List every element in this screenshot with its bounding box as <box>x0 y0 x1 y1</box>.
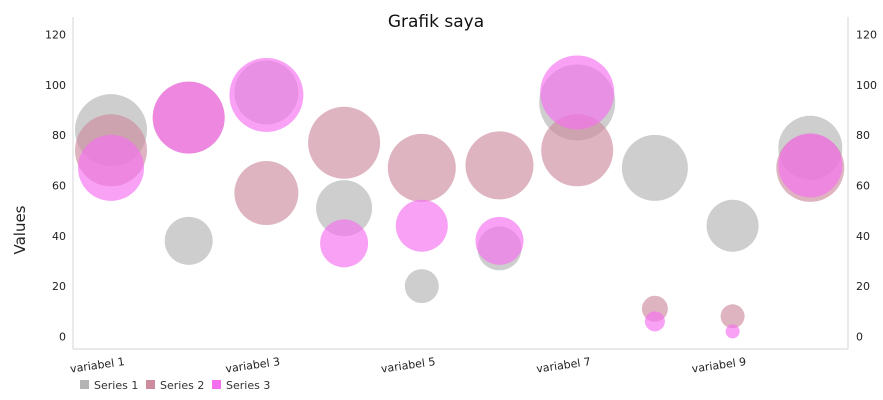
chart-title: Grafik saya <box>388 12 484 32</box>
bubbles <box>75 55 845 339</box>
bubble-point[interactable] <box>78 134 144 201</box>
bubble-point[interactable] <box>720 304 745 329</box>
y-tick-label-left: 20 <box>52 280 66 293</box>
bubble-point[interactable] <box>475 216 524 265</box>
bubble-point[interactable] <box>320 219 369 268</box>
legend-label: Series 3 <box>226 379 270 392</box>
legend-swatch <box>146 380 155 389</box>
x-tick-label: variabel 1 <box>69 355 125 376</box>
y-tick-label-right: 100 <box>856 79 877 92</box>
axes: 0 0 20 20 40 40 60 60 80 80 100 100 120 120 variabel 1… <box>45 17 877 376</box>
y-tick-label-right: 20 <box>856 280 870 293</box>
bubble-point[interactable] <box>404 269 439 304</box>
bubble-point[interactable] <box>725 324 740 339</box>
bubble-point[interactable] <box>387 133 456 202</box>
x-tick-label: variabel 5 <box>380 355 436 376</box>
legend-label: Series 1 <box>94 379 138 392</box>
y-tick-label-left: 40 <box>52 230 66 243</box>
bubble-point[interactable] <box>308 106 381 179</box>
bubble-point[interactable] <box>395 199 448 252</box>
legend-swatch <box>212 380 221 389</box>
legend: Series 1 Series 2 Series 3 <box>80 379 270 392</box>
y-tick-label-left: 0 <box>59 330 66 343</box>
bubble-point[interactable] <box>152 81 225 154</box>
bubble-point[interactable] <box>164 216 213 265</box>
bubble-point[interactable] <box>316 180 373 237</box>
y-tick-label-right: 60 <box>856 180 870 193</box>
y-tick-label-left: 100 <box>45 79 66 92</box>
bubble-point[interactable] <box>234 161 299 226</box>
y-tick-label-right: 80 <box>856 129 870 142</box>
y-axis-label: Values <box>11 205 29 254</box>
bubble-point[interactable] <box>644 311 665 332</box>
bubble-point[interactable] <box>541 114 614 187</box>
bubble-point[interactable] <box>465 131 534 200</box>
y-tick-label-left: 60 <box>52 180 66 193</box>
y-tick-label-right: 0 <box>856 330 863 343</box>
bubble-point[interactable] <box>229 57 304 132</box>
bubble-point[interactable] <box>540 55 615 130</box>
y-tick-label-left: 80 <box>52 129 66 142</box>
y-tick-label-left: 120 <box>45 29 66 42</box>
bubble-point[interactable] <box>778 133 843 198</box>
y-tick-label-right: 120 <box>856 29 877 42</box>
series-3 <box>78 55 843 339</box>
legend-label: Series 2 <box>160 379 204 392</box>
x-tick-label: variabel 9 <box>691 355 747 376</box>
x-tick-label: variabel 3 <box>225 355 281 376</box>
bubble-point[interactable] <box>706 199 759 252</box>
y-tick-label-right: 40 <box>856 230 870 243</box>
legend-swatch <box>80 380 89 389</box>
bubble-point[interactable] <box>621 134 688 201</box>
x-tick-label: variabel 7 <box>535 355 591 376</box>
